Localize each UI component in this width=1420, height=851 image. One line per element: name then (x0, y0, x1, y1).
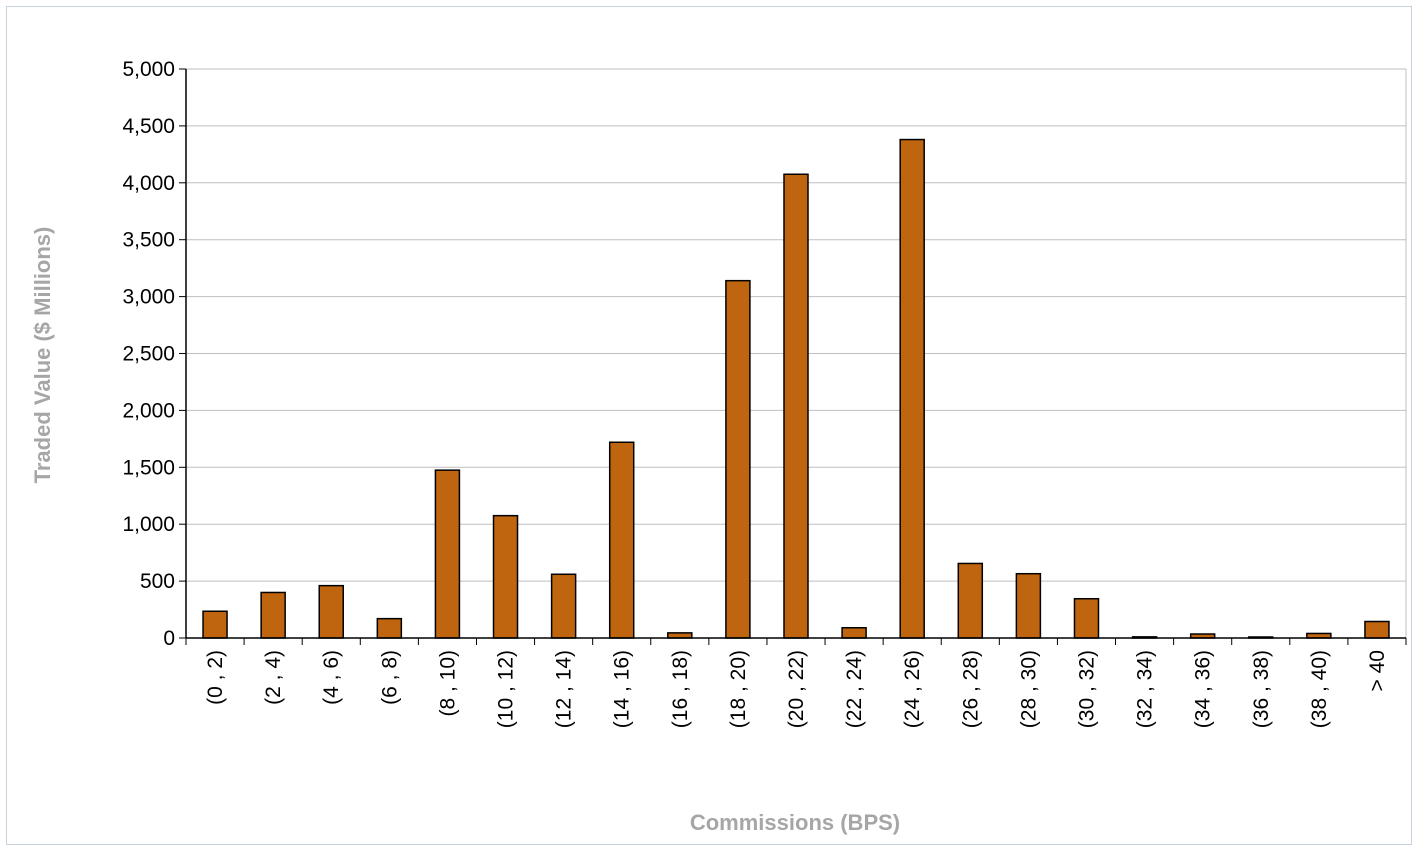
x-tick-label: (22 , 24) (843, 650, 866, 728)
x-tick-label: (12 , 14) (553, 650, 576, 728)
x-tick-label: (26 , 28) (959, 650, 982, 728)
x-tick-label: (36 , 38) (1250, 650, 1273, 728)
y-tick-label: 3,500 (122, 229, 175, 252)
y-tick-label: 5,000 (122, 58, 175, 81)
y-tick-label: 500 (140, 570, 175, 593)
y-axis-title: Traded Value ($ Millions) (30, 227, 55, 484)
bar-10 (783, 173, 809, 639)
x-tick-label: (24 , 26) (901, 650, 924, 728)
bar-2 (318, 584, 344, 639)
bar-3 (376, 617, 403, 639)
bar-9 (725, 279, 751, 639)
x-tick-label: (8 , 10) (436, 650, 459, 717)
y-tick-label: 4,000 (122, 172, 175, 195)
x-tick-label: (16 , 18) (669, 650, 692, 728)
y-tick-label: 1,500 (122, 456, 175, 479)
x-tick-label: (0 , 2) (204, 650, 227, 705)
y-tick-label: 2,000 (122, 399, 175, 422)
y-tick-labels: 0 500 1,000 1,500 2,000 2,500 3,000 3,500 4,000 4… (122, 58, 175, 650)
bar-0 (202, 610, 228, 639)
bar-5 (492, 514, 519, 639)
bar-4 (434, 469, 461, 639)
x-tick-label: > 40 (1366, 650, 1389, 691)
x-tick-label: (32 , 34) (1134, 650, 1157, 728)
y-tick-label: 3,000 (122, 286, 175, 309)
x-axis-title: Commissions (BPS) (690, 810, 900, 835)
bar-series (202, 138, 1390, 639)
bar-15 (1073, 597, 1100, 639)
y-tick-label: 1,000 (122, 513, 175, 536)
x-tick-labels: (0 , 2) (2 , 4) (4 , 6) (6 , 8) (8 , 10) (10 … (204, 650, 1389, 728)
x-tick-label: (2 , 4) (262, 650, 285, 705)
axes (179, 68, 1407, 645)
x-tick-label: (6 , 8) (378, 650, 401, 705)
x-tick-label: (34 , 36) (1192, 650, 1215, 728)
y-tick-label: 2,500 (122, 343, 175, 366)
bar-7 (608, 441, 635, 639)
x-tick-label: (28 , 30) (1017, 650, 1040, 728)
bar-1 (260, 591, 286, 639)
x-tick-label: (38 , 40) (1308, 650, 1331, 728)
y-tick-label: 0 (163, 627, 175, 650)
bar-6 (550, 573, 577, 639)
chart-frame (6, 6, 1412, 845)
x-tick-label: (30 , 32) (1075, 650, 1098, 728)
bar-14 (1015, 572, 1042, 639)
bar-11 (841, 627, 867, 639)
x-tick-label: (20 , 22) (785, 650, 808, 728)
x-tick-label: (14 , 16) (611, 650, 634, 728)
x-tick-label: (4 , 6) (320, 650, 343, 705)
bar-8 (667, 632, 693, 639)
y-tick-label: 4,500 (122, 115, 175, 138)
x-tick-label: (18 , 20) (727, 650, 750, 728)
bar-12 (899, 138, 925, 639)
x-tick-label: (10 , 12) (495, 650, 518, 728)
bar-13 (957, 562, 984, 639)
bar-20 (1364, 620, 1390, 639)
